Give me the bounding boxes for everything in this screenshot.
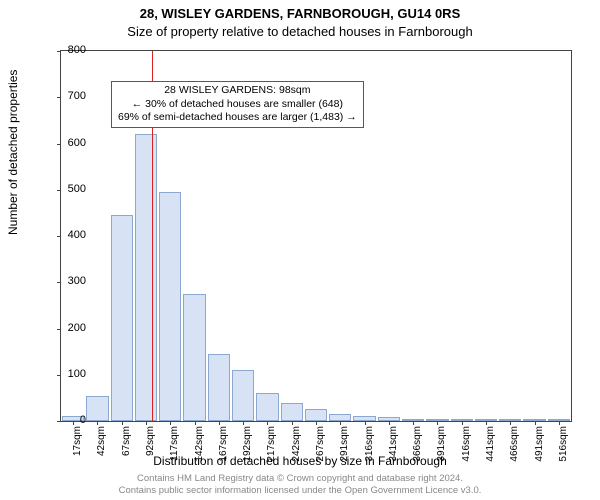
chart-title-address: 28, WISLEY GARDENS, FARNBOROUGH, GU14 0R… [0,6,600,21]
xtick-mark [340,421,341,425]
histogram-bar [256,393,278,421]
xtick-mark [73,421,74,425]
ytick-mark [57,144,61,145]
xtick-label: 416sqm [461,426,472,466]
xtick-label: 366sqm [412,426,423,466]
histogram-bar [232,370,254,421]
xtick-label: 17sqm [72,426,83,466]
histogram-bar [135,134,157,421]
xtick-mark [559,421,560,425]
xtick-label: 217sqm [266,426,277,466]
xtick-mark [170,421,171,425]
ytick-label: 400 [68,229,86,241]
histogram-bar [329,414,351,421]
xtick-mark [97,421,98,425]
xtick-mark [243,421,244,425]
xtick-label: 117sqm [169,426,180,466]
histogram-bar [208,354,230,421]
xtick-label: 242sqm [291,426,302,466]
xtick-label: 267sqm [315,426,326,466]
xtick-label: 67sqm [121,426,132,466]
y-axis-label: Number of detached properties [6,70,20,235]
chart-plot-area: 28 WISLEY GARDENS: 98sqm← 30% of detache… [60,50,572,422]
xtick-mark [389,421,390,425]
annotation-line3: 69% of semi-detached houses are larger (… [118,111,357,125]
xtick-mark [510,421,511,425]
chart-footer: Contains HM Land Registry data © Crown c… [0,473,600,497]
annotation-line2: ← 30% of detached houses are smaller (64… [118,98,357,112]
xtick-mark [316,421,317,425]
xtick-mark [219,421,220,425]
xtick-label: 167sqm [218,426,229,466]
ytick-label: 100 [68,368,86,380]
histogram-bar [281,403,303,422]
xtick-mark [413,421,414,425]
xtick-mark [292,421,293,425]
annotation-box: 28 WISLEY GARDENS: 98sqm← 30% of detache… [111,81,364,128]
xtick-label: 391sqm [436,426,447,466]
ytick-mark [57,282,61,283]
xtick-mark [486,421,487,425]
xtick-mark [535,421,536,425]
histogram-bar [305,409,327,421]
xtick-label: 142sqm [194,426,205,466]
xtick-label: 192sqm [242,426,253,466]
xtick-mark [195,421,196,425]
ytick-label: 300 [68,275,86,287]
xtick-label: 341sqm [388,426,399,466]
histogram-bar [86,396,108,421]
ytick-label: 600 [68,137,86,149]
xtick-mark [122,421,123,425]
ytick-label: 0 [80,414,86,426]
ytick-mark [57,421,61,422]
ytick-label: 700 [68,90,86,102]
histogram-bar [111,215,133,421]
ytick-mark [57,190,61,191]
histogram-bar [159,192,181,421]
xtick-mark [462,421,463,425]
ytick-mark [57,375,61,376]
xtick-label: 466sqm [509,426,520,466]
ytick-label: 800 [68,44,86,56]
xtick-label: 491sqm [534,426,545,466]
xtick-label: 316sqm [364,426,375,466]
footer-line1: Contains HM Land Registry data © Crown c… [0,473,600,485]
xtick-label: 441sqm [485,426,496,466]
ytick-mark [57,97,61,98]
xtick-mark [437,421,438,425]
xtick-label: 291sqm [339,426,350,466]
xtick-mark [365,421,366,425]
footer-line2: Contains public sector information licen… [0,485,600,497]
xtick-label: 92sqm [145,426,156,466]
ytick-label: 500 [68,183,86,195]
ytick-mark [57,329,61,330]
ytick-label: 200 [68,322,86,334]
xtick-mark [146,421,147,425]
xtick-mark [267,421,268,425]
ytick-mark [57,51,61,52]
histogram-bar [183,294,205,421]
xtick-label: 42sqm [96,426,107,466]
ytick-mark [57,236,61,237]
annotation-line1: 28 WISLEY GARDENS: 98sqm [118,84,357,98]
chart-subtitle: Size of property relative to detached ho… [0,24,600,39]
xtick-label: 516sqm [558,426,569,466]
